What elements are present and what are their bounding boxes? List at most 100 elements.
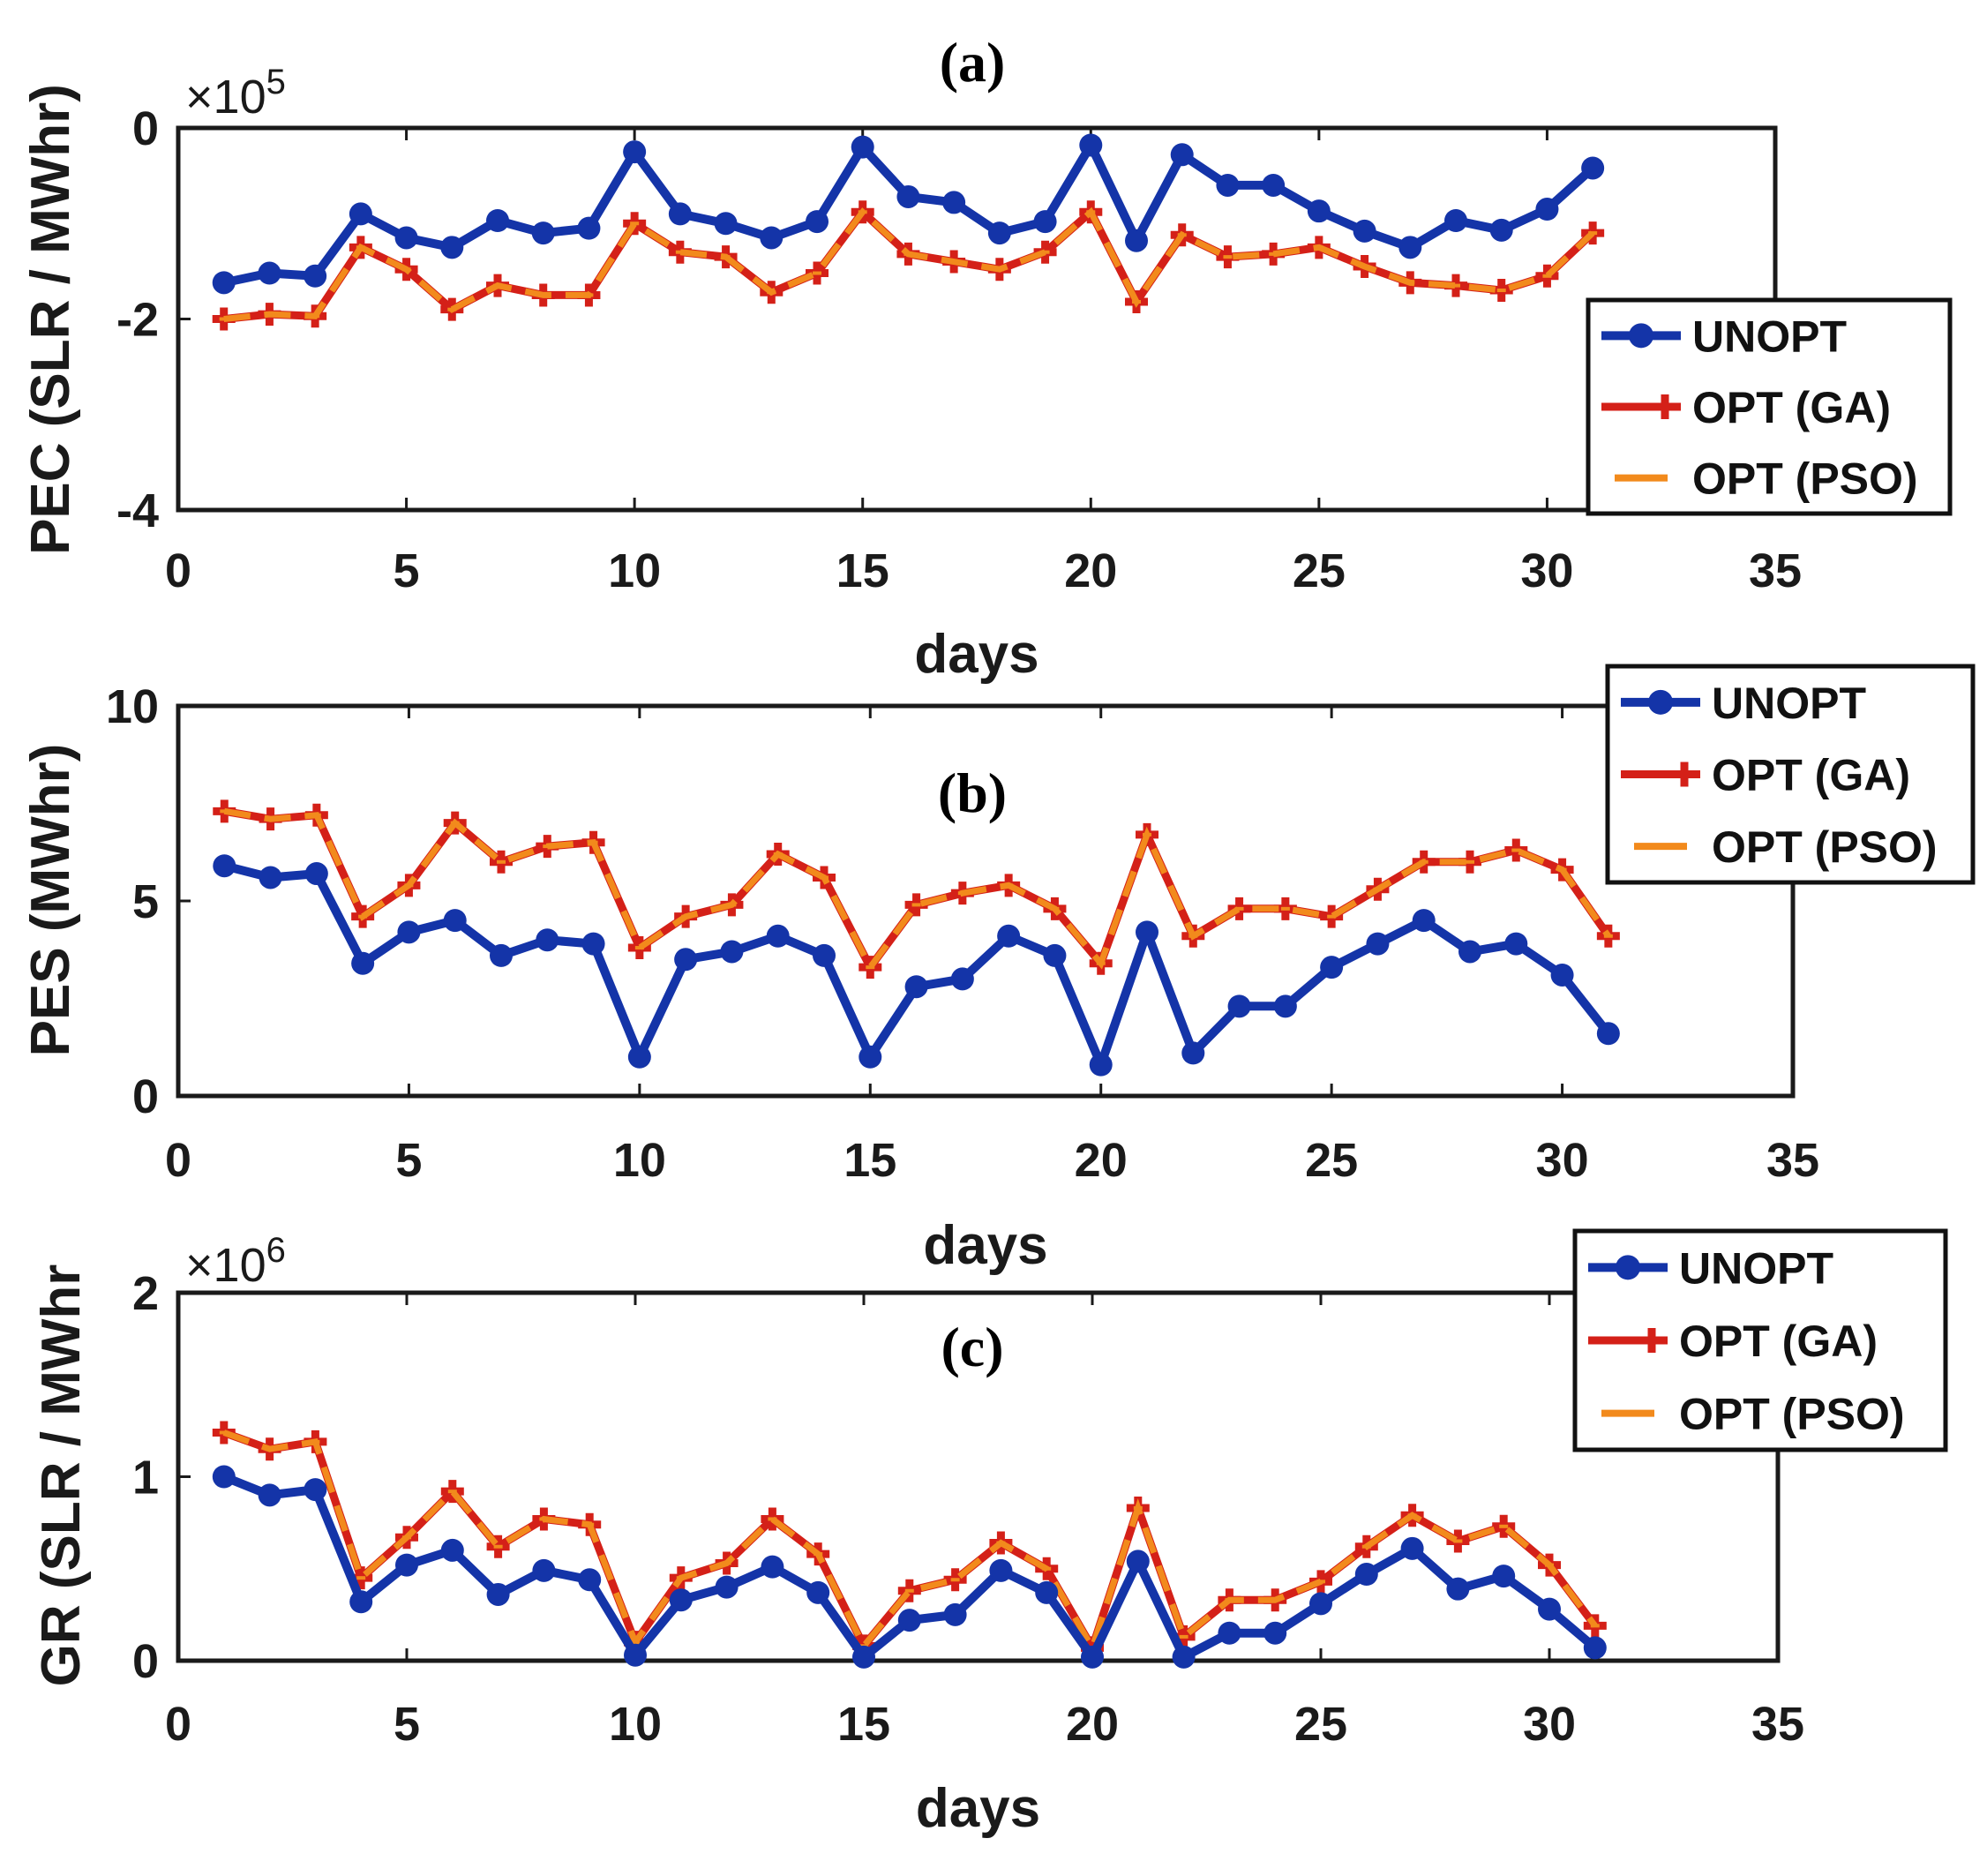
point-pso	[1042, 1566, 1052, 1571]
point-pso	[1451, 283, 1460, 288]
point-pso	[1132, 300, 1141, 304]
point-unopt	[581, 932, 605, 956]
legend-label: OPT (GA)	[1692, 383, 1891, 432]
x-tick-label: 15	[836, 544, 889, 597]
point-unopt	[536, 928, 559, 952]
point-unopt	[1125, 229, 1148, 252]
point-unopt	[1136, 920, 1158, 944]
legend-label: OPT (PSO)	[1692, 454, 1918, 504]
x-tick-label: 30	[1536, 1134, 1589, 1187]
y-tick-label: 0	[132, 1635, 159, 1688]
point-unopt	[1504, 932, 1528, 956]
point-unopt	[351, 951, 375, 975]
point-unopt	[1538, 1597, 1561, 1621]
point-pso	[1280, 906, 1290, 911]
point-unopt	[259, 866, 282, 889]
legend-label: OPT (GA)	[1712, 751, 1910, 800]
point-unopt	[904, 975, 928, 999]
point-unopt	[1446, 1577, 1470, 1601]
panel-title: (c)	[941, 1316, 1003, 1378]
point-pso	[493, 283, 502, 288]
point-pso	[1096, 961, 1106, 965]
point-unopt	[852, 1645, 875, 1669]
point-unopt	[213, 854, 236, 878]
point-pso	[265, 312, 274, 317]
point-pso	[356, 245, 365, 250]
point-unopt	[212, 1465, 236, 1489]
point-unopt	[987, 221, 1011, 245]
point-pso	[311, 314, 320, 319]
panel-b: 0 5 10 15 20 25 30 35 0 5 10 days PES (MWhr) (b) UNOPT…	[20, 664, 1976, 1276]
x-axis-label: days	[916, 1778, 1040, 1839]
y-axis-label: PES (MWhr)	[20, 744, 81, 1057]
exponent-base: ×10	[185, 71, 266, 124]
point-pso	[497, 859, 506, 864]
legend-marker-ga	[1639, 1328, 1664, 1353]
point-pso	[1086, 210, 1096, 214]
legend: UNOPT OPT (GA) OPT (PSO)	[1586, 297, 1953, 516]
point-pso	[401, 267, 411, 272]
point-pso	[813, 271, 821, 275]
point-pso	[1269, 251, 1278, 256]
x-tick-label: 25	[1293, 544, 1346, 597]
point-unopt	[443, 909, 467, 933]
point-unopt	[997, 924, 1021, 948]
point-unopt	[1172, 1645, 1196, 1669]
point-pso	[630, 221, 640, 226]
legend-marker-unopt	[1648, 689, 1673, 715]
y-tick-label: 0	[132, 102, 159, 155]
point-pso	[1234, 906, 1244, 911]
point-unopt	[531, 221, 555, 245]
point-pso	[1004, 883, 1014, 888]
point-unopt	[486, 1582, 510, 1606]
x-tick-label: 0	[165, 1698, 191, 1751]
legend-label: UNOPT	[1712, 679, 1866, 728]
point-unopt	[440, 1538, 464, 1562]
x-tick-label: 20	[1064, 544, 1117, 597]
x-tick-label: 20	[1066, 1698, 1119, 1751]
point-unopt	[1320, 956, 1344, 979]
point-unopt	[349, 1590, 373, 1614]
point-pso	[1361, 1544, 1371, 1549]
legend-marker-unopt	[1629, 323, 1653, 349]
point-pso	[1496, 289, 1506, 293]
point-pso	[858, 210, 867, 214]
point-unopt	[1089, 1053, 1113, 1077]
point-pso	[538, 293, 548, 297]
point-unopt	[943, 1602, 967, 1626]
exponent-power: 6	[266, 1231, 286, 1270]
point-pso	[1499, 1524, 1509, 1528]
plot-frame	[176, 125, 1778, 513]
point-pso	[447, 1490, 457, 1494]
point-unopt	[623, 140, 647, 164]
point-unopt	[1218, 1621, 1241, 1645]
point-unopt	[577, 216, 601, 240]
axis-exponent: ×105	[185, 63, 286, 124]
point-unopt	[1307, 199, 1331, 223]
point-unopt	[851, 135, 874, 159]
point-pso	[1603, 934, 1613, 938]
point-unopt	[1583, 1636, 1607, 1660]
point-unopt	[624, 1643, 647, 1667]
point-pso	[631, 1640, 640, 1645]
legend: UNOPT OPT (GA) OPT (PSO)	[1572, 1228, 1948, 1452]
x-tick-label: 30	[1523, 1698, 1576, 1751]
x-tick-label: 15	[837, 1698, 890, 1751]
point-pso	[219, 317, 229, 321]
point-pso	[675, 250, 685, 254]
point-unopt	[1458, 940, 1481, 964]
y-tick-label: 1	[132, 1452, 159, 1505]
point-pso	[1179, 1634, 1188, 1639]
point-unopt	[669, 1588, 693, 1612]
point-unopt	[1353, 219, 1376, 243]
point-pso	[768, 1517, 777, 1521]
point-pso	[450, 821, 460, 825]
point-unopt	[1079, 133, 1103, 157]
point-unopt	[304, 1478, 327, 1502]
point-pso	[1133, 1505, 1143, 1510]
y-tick-label: 5	[132, 875, 159, 928]
point-unopt	[1400, 1536, 1424, 1560]
legend-label: OPT (PSO)	[1712, 822, 1938, 872]
point-pso	[584, 293, 594, 297]
x-tick-label: 10	[608, 544, 661, 597]
